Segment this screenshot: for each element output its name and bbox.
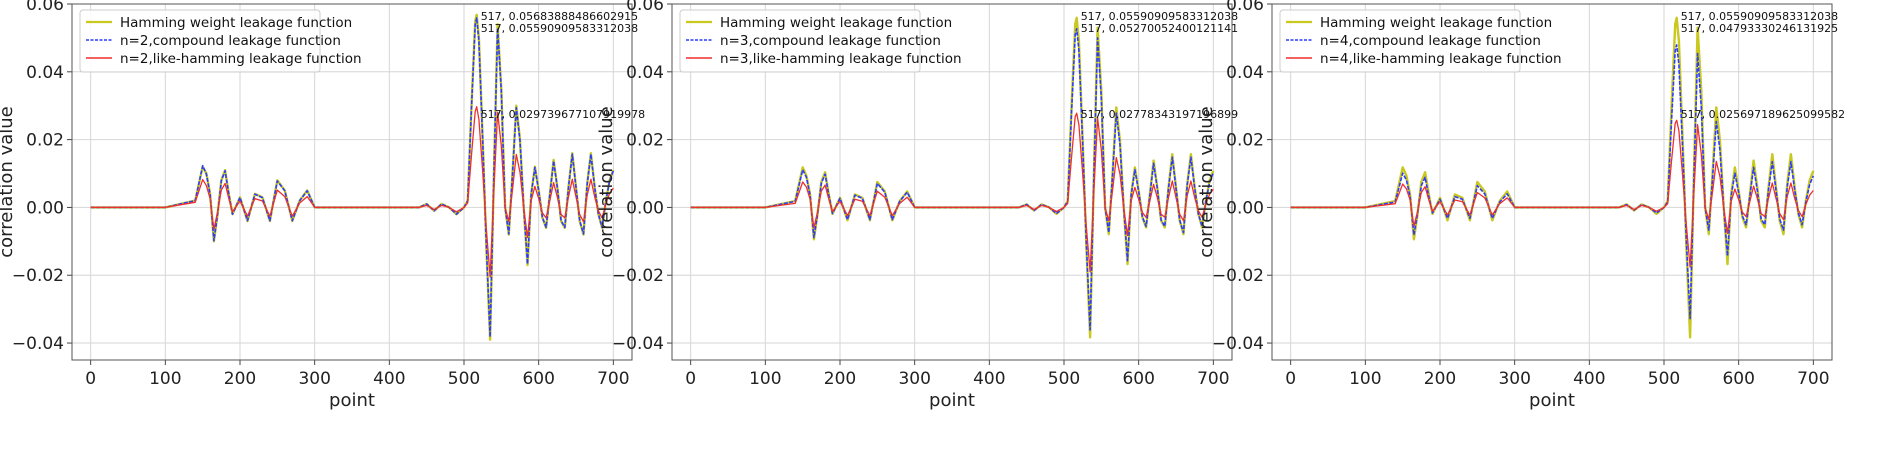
y-tick-label: −0.04 (12, 334, 64, 354)
x-axis-label: point (1529, 390, 1575, 411)
peak-annotation: 517, 0.05590909583312038 (481, 22, 638, 35)
x-tick-label: 400 (373, 369, 405, 389)
x-tick-label: 500 (448, 369, 480, 389)
y-tick-label: −0.04 (612, 334, 664, 354)
y-tick-label: 0.06 (1226, 0, 1264, 15)
legend: Hamming weight leakage function n=3,compo… (679, 9, 962, 73)
x-tick-label: 200 (1424, 369, 1456, 389)
peak-annotation: 517, 0.05590909583312038 (1081, 10, 1238, 23)
series-line-3 (90, 106, 614, 278)
legend-entry: Hamming weight leakage function (120, 15, 352, 31)
y-tick-label: −0.02 (1212, 266, 1264, 286)
y-tick-label: 0.06 (26, 0, 64, 15)
y-tick-label: 0.00 (626, 198, 664, 218)
y-tick-label: −0.02 (12, 266, 64, 286)
x-tick-label: 600 (1722, 369, 1754, 389)
x-tick-label: 300 (298, 369, 330, 389)
legend-box (679, 9, 921, 73)
x-tick-label: 400 (1573, 369, 1605, 389)
chart-panel-2: 0 100 200 300 400 500 600 700 −0.04 −0.02 0.00 0.02… (596, 0, 1238, 411)
y-tick-label: 0.04 (626, 63, 664, 83)
legend-entry: n=3,compound leakage function (720, 33, 941, 49)
plot-frame (1271, 3, 1833, 361)
y-tick-label: 0.02 (1226, 131, 1264, 151)
chart-panel-1: 0 100 200 300 400 500 600 700 −0.04 −0.02 0.00 0.02… (0, 0, 645, 411)
chart-panel-3: 0 100 200 300 400 500 600 700 −0.04 −0.02 0.00 0.02… (1196, 0, 1845, 411)
peak-annotation: 517, 0.04793330246131925 (1681, 22, 1838, 35)
x-tick-label: 0 (685, 369, 696, 389)
legend-box (79, 9, 321, 73)
legend: Hamming weight leakage function n=2,compo… (79, 9, 362, 73)
series-line-2 (690, 27, 1215, 331)
peak-annotation: 517, 0.05270052400121141 (1081, 22, 1238, 35)
series-line-2 (1290, 44, 1815, 320)
legend-entry: n=4,like-hamming leakage function (1320, 51, 1562, 67)
x-axis-label: point (329, 390, 375, 411)
y-tick-label: 0.06 (626, 0, 664, 15)
x-tick-label: 100 (749, 369, 781, 389)
x-tick-label: 700 (1797, 369, 1829, 389)
y-tick-label: 0.02 (26, 131, 64, 151)
legend-entry: n=4,compound leakage function (1320, 33, 1541, 49)
y-axis-label: correlation value (596, 106, 617, 257)
x-tick-label: 0 (85, 369, 96, 389)
x-tick-label: 300 (898, 369, 930, 389)
legend-box (1279, 9, 1521, 73)
x-tick-label: 300 (1498, 369, 1530, 389)
y-axis-label: correlation value (0, 106, 17, 257)
x-tick-label: 200 (224, 369, 256, 389)
x-tick-label: 500 (1048, 369, 1080, 389)
x-tick-label: 100 (1349, 369, 1381, 389)
series-line-3 (1290, 119, 1814, 268)
peak-annotation: 517, 0.025697189625099582 (1681, 108, 1845, 121)
peak-annotation: 517, 0.02778343197196899 (1081, 108, 1238, 121)
y-tick-label: 0.02 (626, 131, 664, 151)
x-tick-label: 700 (597, 369, 629, 389)
x-tick-label: 500 (1648, 369, 1680, 389)
legend: Hamming weight leakage function n=4,compo… (1279, 9, 1562, 73)
series-line-3 (690, 112, 1214, 273)
y-tick-label: −0.04 (1212, 334, 1264, 354)
x-tick-label: 600 (522, 369, 554, 389)
legend-entry: n=3,like-hamming leakage function (720, 51, 962, 67)
x-tick-label: 200 (824, 369, 856, 389)
legend-entry: Hamming weight leakage function (720, 15, 952, 31)
legend-entry: Hamming weight leakage function (1320, 15, 1552, 31)
x-tick-label: 600 (1122, 369, 1154, 389)
series-line-2 (90, 17, 615, 338)
peak-annotation: 517, 0.05590909583312038 (1681, 10, 1838, 23)
x-tick-label: 700 (1197, 369, 1229, 389)
y-tick-label: 0.04 (26, 63, 64, 83)
legend-entry: n=2,compound leakage function (120, 33, 341, 49)
y-tick-label: 0.04 (1226, 63, 1264, 83)
plot-frame (71, 3, 633, 361)
x-axis-label: point (929, 390, 975, 411)
x-tick-label: 0 (1285, 369, 1296, 389)
y-tick-label: −0.02 (612, 266, 664, 286)
y-axis-label: correlation value (1196, 106, 1217, 257)
peak-annotation: 517, 0.05683888486602915 (481, 10, 638, 23)
y-tick-label: 0.00 (26, 198, 64, 218)
x-tick-label: 400 (973, 369, 1005, 389)
peak-annotation: 517, 0.029739677107919978 (481, 108, 645, 121)
x-tick-label: 100 (149, 369, 181, 389)
y-tick-label: 0.00 (1226, 198, 1264, 218)
plot-frame (671, 3, 1233, 361)
legend-entry: n=2,like-hamming leakage function (120, 51, 362, 67)
